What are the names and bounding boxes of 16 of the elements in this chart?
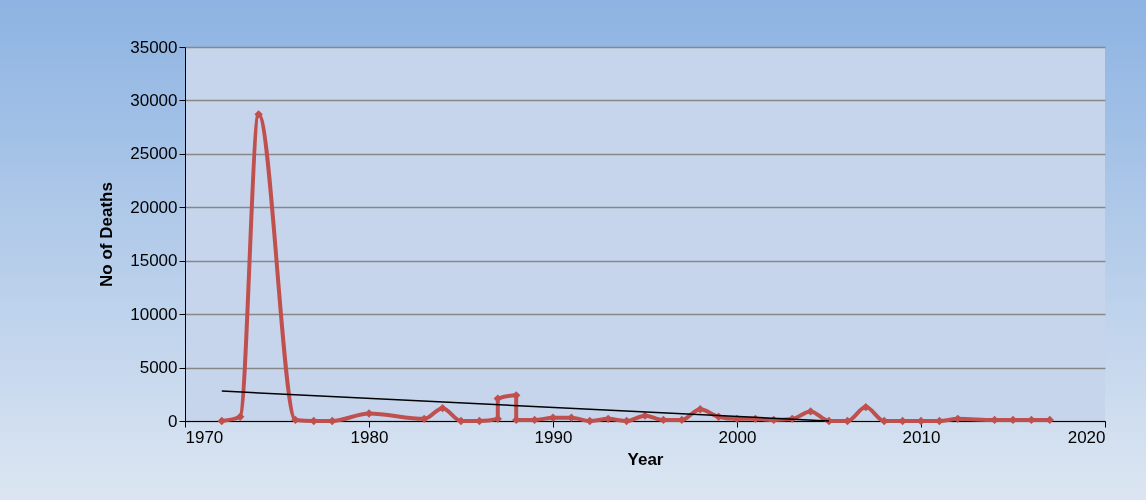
x-tick-label: 1970 xyxy=(185,427,224,447)
y-tick-label: 15000 xyxy=(130,251,178,271)
y-tick-label: 25000 xyxy=(130,144,178,164)
y-tick-label: 10000 xyxy=(130,304,178,324)
y-tick-label: 0 xyxy=(168,411,178,431)
x-tick-label: 1980 xyxy=(350,427,389,447)
y-tick-label: 20000 xyxy=(130,197,178,217)
x-axis-title: Year xyxy=(627,449,664,469)
x-tick-label: 2000 xyxy=(718,427,757,447)
x-tick-label: 2010 xyxy=(902,427,941,447)
y-tick-label: 30000 xyxy=(130,90,178,110)
y-tick-label: 35000 xyxy=(130,37,178,57)
y-axis-title: No of Deaths xyxy=(97,182,117,287)
y-tick-label: 5000 xyxy=(139,358,178,378)
x-tick-label: 2020 xyxy=(1067,427,1106,447)
x-tick-label: 1990 xyxy=(534,427,573,447)
